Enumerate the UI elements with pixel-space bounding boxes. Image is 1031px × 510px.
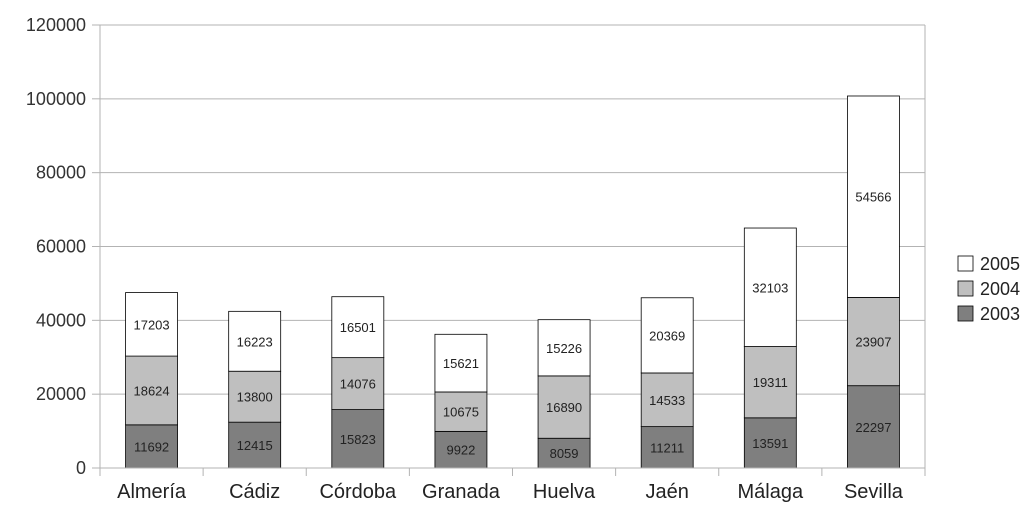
data-label: 11692 [134,439,169,454]
data-label: 17203 [133,317,169,332]
data-label: 14533 [649,393,685,408]
x-tick-label: Huelva [533,481,596,503]
data-label: 13800 [237,390,273,405]
bar-segment [743,417,797,469]
data-label: 8059 [550,446,579,461]
data-label: 54566 [855,190,891,205]
bar-segment [331,357,385,410]
y-tick-label: 120000 [26,15,86,35]
data-label: 9922 [446,443,475,458]
data-label: 16223 [237,334,273,349]
bar-segment [640,297,694,374]
y-tick-label: 80000 [36,163,86,183]
bar-segment [847,385,900,469]
x-tick-label: Almería [117,481,187,503]
bar-segment [847,95,900,298]
bar-segment [743,346,797,419]
bar-segment [228,310,282,372]
data-label: 15226 [546,341,582,356]
bar-segment [537,319,591,377]
legend-swatch [957,255,974,272]
y-tick-label: 20000 [36,384,86,404]
x-tick-label: Granada [422,481,501,503]
legend-label: 2004 [980,279,1020,299]
x-tick-label: Córdoba [319,481,397,503]
data-label: 19311 [753,375,788,390]
legend: 2005 2004 2003 [957,254,1020,324]
legend-swatch [957,280,974,297]
bar-segment [228,421,282,469]
grid-lines [100,24,925,469]
y-tick-label: 40000 [36,310,86,330]
bar-segment [743,227,797,347]
legend-swatch [957,305,974,322]
y-tick-label: 60000 [36,237,86,257]
bar-segment [537,375,591,439]
x-tick-label: Málaga [738,481,804,503]
x-tick-label: Cádiz [229,481,280,503]
bars: 11692 18624 17203 12415 13800 16223 15823 14076… [125,95,900,469]
data-label: 20369 [649,328,685,343]
data-label: 10675 [443,405,479,420]
data-label: 13591 [752,436,788,451]
data-label: 32103 [752,280,788,295]
data-label: 18624 [133,383,169,398]
axes: 0 20000 40000 60000 80000 100000 120000 Almería… [26,15,926,503]
bar-segment [125,292,178,357]
x-tick-label: Sevilla [844,481,904,503]
bar-segment [640,426,694,469]
data-label: 14076 [340,377,376,392]
data-label: 12415 [237,438,273,453]
data-label: 15823 [340,432,376,447]
bar-segment [434,391,488,432]
data-label: 11211 [650,440,684,455]
bar-segment [537,437,591,469]
data-label: 15621 [443,356,479,371]
bar-segment [847,297,900,387]
bar-segment [331,409,385,469]
data-label: 16890 [546,400,582,415]
legend-label: 2005 [980,254,1020,274]
bar-segment [228,370,282,423]
legend-label: 2003 [980,304,1020,324]
bar-segment [125,355,178,426]
y-tick-label: 100000 [26,89,86,109]
data-label: 16501 [340,320,376,335]
y-tick-label: 0 [76,458,86,478]
bar-segment [434,333,488,393]
bar-segment [640,372,694,428]
bar-segment [434,430,488,469]
data-label: 22297 [855,420,891,435]
x-tick-label: Jaén [646,481,689,503]
data-label: 23907 [855,335,891,350]
bar-segment [331,296,385,359]
